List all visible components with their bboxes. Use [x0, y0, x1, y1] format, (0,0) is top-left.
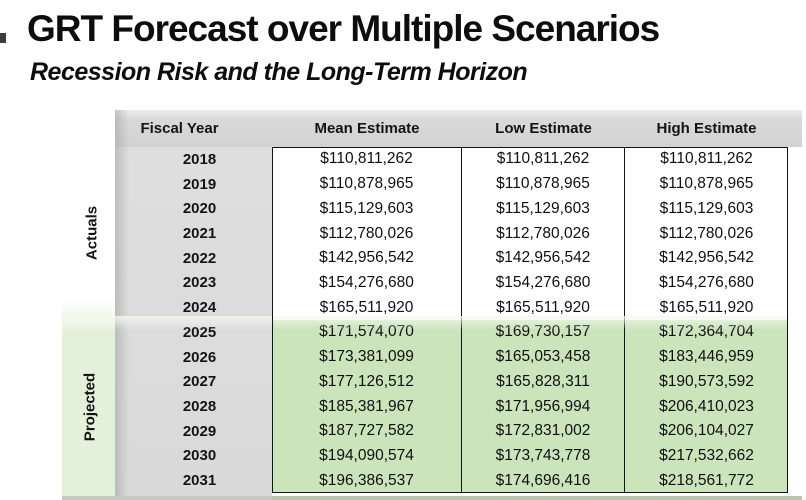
fiscal-year-cell: 2030 — [182, 447, 217, 465]
mean-estimate-cell: $177,126,512 — [272, 369, 462, 395]
page-subtitle: Recession Risk and the Long-Term Horizon — [30, 58, 528, 86]
high-estimate-cell: $112,780,026 — [659, 224, 754, 242]
table-row: $112,780,026 $112,780,026 $112,780,026 — [272, 221, 788, 246]
fiscal-year-cell: 2024 — [182, 299, 217, 317]
low-estimate-cell: $171,956,994 — [462, 394, 625, 419]
low-estimate-cell: $142,956,542 — [462, 245, 625, 271]
column-header-high-estimate: High Estimate — [656, 120, 757, 137]
mean-estimate-cell: $110,878,965 — [272, 171, 462, 197]
page-title: GRT Forecast over Multiple Scenarios — [27, 8, 660, 49]
mean-estimate-cell: $154,276,680 — [272, 270, 462, 296]
projected-group-strip — [62, 300, 115, 500]
mean-estimate-cell: $112,780,026 — [272, 221, 462, 246]
column-header-low-estimate: Low Estimate — [495, 120, 592, 137]
column-header-mean-estimate: Mean Estimate — [314, 120, 420, 137]
high-estimate-cell: $206,104,027 — [659, 422, 754, 440]
low-estimate-cell: $165,053,458 — [462, 344, 625, 370]
low-estimate-cell: $115,129,603 — [462, 196, 625, 222]
table-row: $142,956,542 $142,956,542 $142,956,542 — [272, 245, 788, 271]
high-estimate-cell: $172,364,704 — [659, 323, 754, 341]
fiscal-year-cell: 2022 — [182, 249, 217, 267]
table-row: $165,511,920 $165,511,920 $165,511,920 — [272, 295, 788, 321]
mean-estimate-cell: $171,574,070 — [272, 320, 462, 345]
low-estimate-cell: $173,743,778 — [462, 443, 625, 469]
fiscal-year-cell: 2029 — [182, 422, 217, 440]
fiscal-year-cell: 2031 — [182, 472, 217, 490]
fiscal-year-cell: 2021 — [182, 225, 217, 243]
high-estimate-cell: $110,878,965 — [659, 175, 754, 193]
low-estimate-cell: $174,696,416 — [462, 468, 625, 494]
mean-estimate-cell: $196,386,537 — [272, 468, 462, 494]
table-row: $110,878,965 $110,878,965 $110,878,965 — [272, 171, 788, 197]
mean-estimate-cell: $115,129,603 — [272, 196, 462, 222]
table-row: $115,129,603 $115,129,603 $115,129,603 — [272, 196, 788, 222]
high-estimate-cell: $110,811,262 — [660, 150, 753, 168]
low-estimate-cell: $165,828,311 — [462, 369, 625, 395]
high-estimate-cell: $206,410,023 — [659, 397, 754, 415]
low-estimate-cell: $110,878,965 — [462, 171, 625, 197]
cutoff-row-strip — [62, 496, 802, 500]
fiscal-year-cell: 2028 — [182, 398, 217, 416]
table-row: $110,811,262 $110,811,262 $110,811,262 — [272, 147, 788, 172]
fiscal-year-cell: 2026 — [182, 348, 217, 366]
table-row: $177,126,512 $165,828,311 $190,573,592 — [272, 369, 788, 395]
fiscal-year-cell: 2020 — [182, 200, 217, 218]
mean-estimate-cell: $185,381,967 — [272, 394, 462, 419]
fiscal-year-cell: 2018 — [182, 150, 217, 168]
mean-estimate-cell: $173,381,099 — [272, 344, 462, 370]
table-row: $171,574,070 $169,730,157 $172,364,704 — [272, 320, 788, 345]
edge-artifact — [0, 33, 6, 43]
low-estimate-cell: $165,511,920 — [462, 295, 625, 321]
table-row: $173,381,099 $165,053,458 $183,446,959 — [272, 344, 788, 370]
high-estimate-cell: $165,511,920 — [659, 298, 754, 316]
fiscal-year-cell: 2027 — [182, 373, 217, 391]
fiscal-year-cell: 2019 — [182, 175, 217, 193]
mean-estimate-cell: $142,956,542 — [272, 245, 462, 271]
mean-estimate-cell: $194,090,574 — [272, 443, 462, 469]
low-estimate-cell: $169,730,157 — [462, 320, 625, 345]
low-estimate-cell: $154,276,680 — [462, 270, 625, 296]
high-estimate-cell: $183,446,959 — [659, 348, 754, 366]
column-header-fiscal-year: Fiscal Year — [140, 120, 219, 137]
fiscal-year-cell: 2025 — [182, 323, 217, 341]
high-estimate-cell: $217,532,662 — [659, 446, 754, 464]
fiscal-year-cell: 2023 — [182, 274, 217, 292]
mean-estimate-cell: $187,727,582 — [272, 418, 462, 444]
low-estimate-cell: $110,811,262 — [462, 147, 625, 172]
high-estimate-cell: $190,573,592 — [659, 372, 754, 390]
data-grid: $110,811,262 $110,811,262 $110,811,262 $110… — [272, 147, 788, 494]
table-header-row: Fiscal Year Mean Estimate Low Estimate H… — [115, 110, 802, 147]
fiscal-year-column: 2018 2019 2020 2021 2022 2023 2024 2025 2026 2027… — [115, 147, 272, 493]
table-row: $196,386,537 $174,696,416 $218,561,772 — [272, 468, 788, 494]
high-estimate-cell: $154,276,680 — [659, 273, 754, 291]
table-row: $187,727,582 $172,831,002 $206,104,027 — [272, 418, 788, 444]
low-estimate-cell: $112,780,026 — [462, 221, 625, 246]
group-label-projected: Projected — [81, 372, 99, 442]
table-row: $185,381,967 $171,956,994 $206,410,023 — [272, 394, 788, 419]
table-row: $154,276,680 $154,276,680 $154,276,680 — [272, 270, 788, 296]
high-estimate-cell: $115,129,603 — [659, 199, 754, 217]
low-estimate-cell: $172,831,002 — [462, 418, 625, 444]
table-row: $194,090,574 $173,743,778 $217,532,662 — [272, 443, 788, 469]
high-estimate-cell: $142,956,542 — [659, 249, 754, 267]
high-estimate-cell: $218,561,772 — [659, 471, 754, 489]
group-label-actuals: Actuals — [83, 205, 101, 261]
mean-estimate-cell: $110,811,262 — [272, 147, 462, 172]
mean-estimate-cell: $165,511,920 — [272, 295, 462, 321]
